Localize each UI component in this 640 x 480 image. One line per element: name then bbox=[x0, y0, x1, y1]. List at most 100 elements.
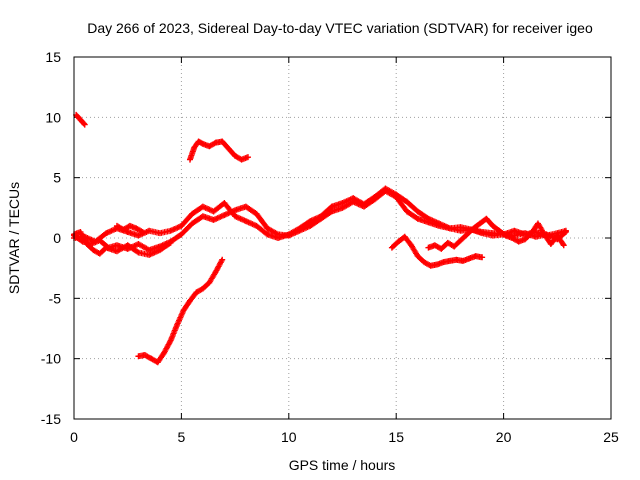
data-point bbox=[562, 227, 569, 234]
marker-fill bbox=[426, 216, 433, 223]
data-point bbox=[232, 213, 239, 220]
data-point bbox=[135, 232, 142, 239]
marker-fill bbox=[437, 221, 444, 228]
data-point bbox=[103, 230, 110, 237]
marker-fill bbox=[174, 224, 181, 231]
marker-fill bbox=[428, 216, 435, 223]
marker-fill bbox=[203, 205, 210, 212]
marker-fill bbox=[107, 228, 114, 235]
marker-fill bbox=[312, 215, 319, 222]
marker-fill bbox=[217, 213, 224, 220]
marker-fill bbox=[173, 225, 180, 232]
x-tick-label: 10 bbox=[281, 429, 297, 445]
data-point bbox=[479, 254, 486, 261]
x-axis-label: GPS time / hours bbox=[289, 457, 396, 473]
data-point bbox=[199, 203, 206, 210]
marker-fill bbox=[246, 219, 253, 226]
marker-fill bbox=[205, 206, 212, 213]
x-tick-label: 15 bbox=[388, 429, 404, 445]
data-point bbox=[221, 212, 228, 219]
marker-fill bbox=[309, 216, 316, 223]
marker-fill bbox=[211, 216, 218, 223]
marker-fill bbox=[346, 196, 353, 203]
marker-fill bbox=[134, 248, 141, 255]
marker-fill bbox=[344, 197, 351, 204]
marker-fill bbox=[438, 221, 445, 228]
y-tick-label: 15 bbox=[45, 49, 61, 65]
marker-fill bbox=[237, 215, 244, 222]
series-layer bbox=[71, 111, 569, 366]
y-tick-label: -5 bbox=[49, 290, 62, 306]
plot-frame bbox=[73, 56, 612, 420]
marker-fill bbox=[88, 236, 95, 243]
marker-fill bbox=[340, 199, 347, 206]
marker-fill bbox=[171, 225, 178, 232]
marker-fill bbox=[169, 227, 176, 234]
marker-fill bbox=[442, 223, 449, 230]
marker-fill bbox=[441, 222, 448, 229]
data-point bbox=[146, 251, 153, 258]
data-point bbox=[244, 154, 251, 161]
data-point bbox=[339, 200, 346, 207]
marker-fill bbox=[201, 204, 208, 211]
marker-fill bbox=[222, 211, 229, 218]
marker-fill bbox=[432, 218, 439, 225]
marker-fill bbox=[308, 217, 315, 224]
marker-fill bbox=[152, 248, 159, 255]
marker-fill bbox=[105, 228, 112, 235]
marker-fill bbox=[166, 240, 173, 247]
x-tick-label: 0 bbox=[70, 429, 78, 445]
data-series-arc-4 bbox=[71, 187, 569, 254]
marker-fill bbox=[234, 214, 241, 221]
grid-layer bbox=[74, 57, 611, 419]
marker-fill bbox=[343, 198, 350, 205]
marker-fill bbox=[151, 249, 158, 256]
y-tick-label: -10 bbox=[41, 351, 61, 367]
data-point bbox=[436, 220, 443, 227]
marker-fill bbox=[148, 250, 155, 257]
marker-fill bbox=[440, 222, 447, 229]
data-series-arc-6 bbox=[71, 228, 174, 258]
marker-fill bbox=[430, 218, 437, 225]
marker-fill bbox=[248, 220, 255, 227]
marker-fill bbox=[215, 214, 222, 221]
data-point bbox=[81, 121, 88, 128]
marker-fill bbox=[559, 241, 566, 248]
x-tick-label: 5 bbox=[178, 429, 186, 445]
marker-fill bbox=[206, 206, 213, 213]
marker-fill bbox=[213, 215, 220, 222]
marker-fill bbox=[202, 204, 209, 211]
data-series-arc-2 bbox=[186, 138, 251, 163]
x-tick-label: 20 bbox=[496, 429, 512, 445]
marker-fill bbox=[138, 228, 145, 235]
marker-fill bbox=[311, 216, 318, 223]
data-point bbox=[560, 242, 567, 249]
marker-fill bbox=[87, 236, 94, 243]
marker-fill bbox=[108, 227, 115, 234]
marker-fill bbox=[150, 250, 157, 257]
x-tick-label: 25 bbox=[603, 429, 619, 445]
marker-fill bbox=[236, 215, 243, 222]
marker-fill bbox=[104, 229, 111, 236]
data-series-arc-8 bbox=[388, 233, 486, 269]
marker-fill bbox=[147, 251, 154, 258]
marker-fill bbox=[429, 217, 436, 224]
marker-fill bbox=[249, 221, 256, 228]
chart-title: Day 266 of 2023, Sidereal Day-to-day VTE… bbox=[87, 20, 593, 36]
marker-fill bbox=[245, 219, 252, 226]
marker-fill bbox=[313, 215, 320, 222]
y-tick-label: 0 bbox=[53, 230, 61, 246]
data-point bbox=[307, 218, 314, 225]
marker-fill bbox=[170, 226, 177, 233]
marker-fill bbox=[342, 198, 349, 205]
data-series-arc-1 bbox=[73, 111, 88, 128]
y-tick-label: -15 bbox=[41, 411, 61, 427]
data-point bbox=[167, 239, 174, 246]
tick-layer: 0 5 10 15 20 25 -15 -10 -5 0 5 10 15 bbox=[41, 49, 619, 445]
marker-fill bbox=[238, 216, 245, 223]
data-series-arc-5 bbox=[71, 185, 569, 245]
data-point bbox=[242, 218, 249, 225]
data-point bbox=[219, 256, 226, 263]
marker-fill bbox=[224, 210, 231, 217]
